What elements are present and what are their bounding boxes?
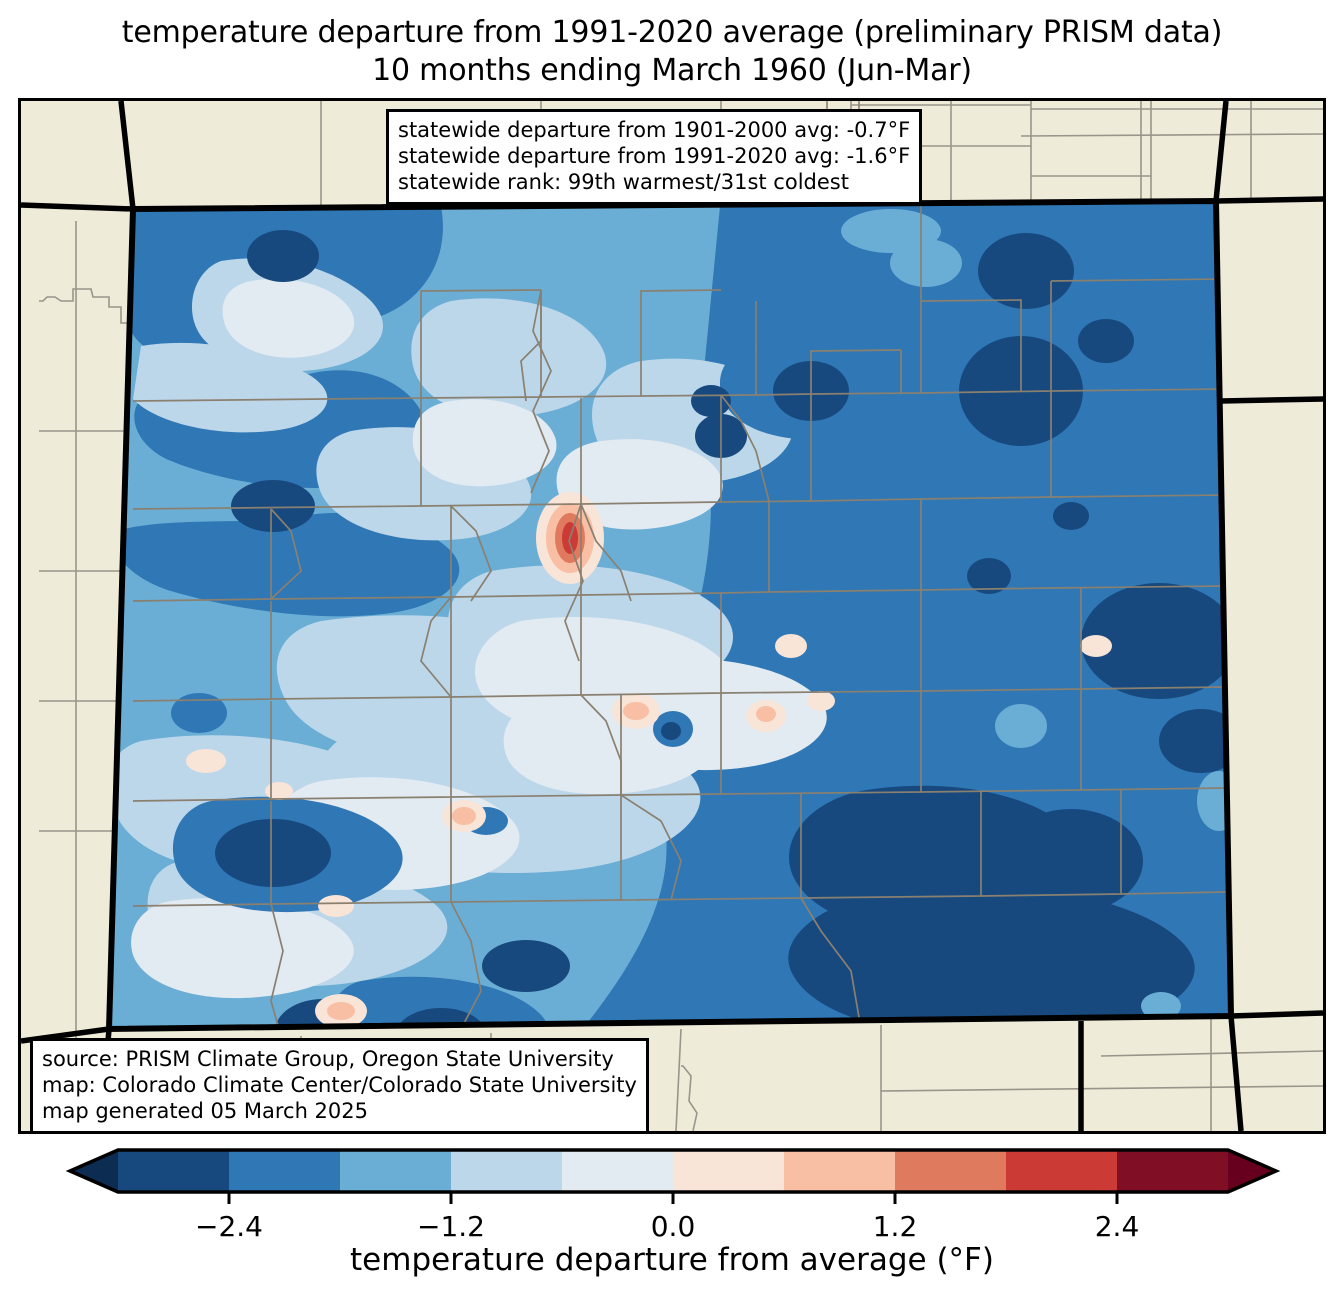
title-line-2: 10 months ending March 1960 (Jun-Mar) <box>372 53 972 88</box>
colorbar-band <box>340 1150 452 1192</box>
stats-line-3: statewide rank: 99th warmest/31st coldes… <box>398 170 849 194</box>
colorbar-band <box>1117 1150 1229 1192</box>
stats-line-2: statewide departure from 1991-2020 avg: … <box>398 144 911 168</box>
colorbar-tick-label: 1.2 <box>873 1210 918 1243</box>
colorado-temperature-departure-map <box>21 101 1323 1131</box>
temperature-contour-fill <box>109 201 1231 1029</box>
colorbar-under-arrow <box>70 1150 118 1192</box>
source-line-1: source: PRISM Climate Group, Oregon Stat… <box>42 1047 614 1071</box>
statistics-box: statewide departure from 1901-2000 avg: … <box>386 109 923 205</box>
map-frame <box>18 98 1326 1134</box>
colorbar-outline <box>65 1148 1281 1194</box>
colorbar-ticks: −2.4 −1.2 0.0 1.2 2.4 <box>195 1192 1139 1243</box>
colorbar-over-arrow <box>1228 1150 1276 1192</box>
colorbar-band <box>229 1150 341 1192</box>
colorbar-band <box>451 1150 563 1192</box>
title-line-1: temperature departure from 1991-2020 ave… <box>121 15 1223 50</box>
colorbar-band <box>895 1150 1007 1192</box>
colorbar-axis-label: temperature departure from average (°F) <box>350 1242 994 1278</box>
colorbar: −2.4 −1.2 0.0 1.2 2.4 temperature departure … <box>65 1148 1281 1278</box>
colorbar-border <box>65 1148 1281 1194</box>
colorbar-band <box>784 1150 896 1192</box>
colorbar-area: −2.4 −1.2 0.0 1.2 2.4 temperature departure … <box>0 1140 1344 1299</box>
colorbar-tick-label: −1.2 <box>417 1210 485 1243</box>
colorbar-band <box>118 1150 230 1192</box>
colorbar-band <box>1006 1150 1118 1192</box>
colorbar-bands <box>70 1150 1276 1192</box>
colorbar-tick-label: −2.4 <box>195 1210 263 1243</box>
colorbar-band <box>562 1150 674 1192</box>
page-title: temperature departure from 1991-2020 ave… <box>0 14 1344 90</box>
source-box: source: PRISM Climate Group, Oregon Stat… <box>30 1038 649 1134</box>
source-line-2: map: Colorado Climate Center/Colorado St… <box>42 1073 637 1097</box>
colorbar-band <box>673 1150 785 1192</box>
colorbar-tick-label: 0.0 <box>651 1210 696 1243</box>
source-line-3: map generated 05 March 2025 <box>42 1099 369 1123</box>
colorbar-tick-label: 2.4 <box>1095 1210 1140 1243</box>
stats-line-1: statewide departure from 1901-2000 avg: … <box>398 118 911 142</box>
colorado-county-lines <box>132 201 1227 1029</box>
